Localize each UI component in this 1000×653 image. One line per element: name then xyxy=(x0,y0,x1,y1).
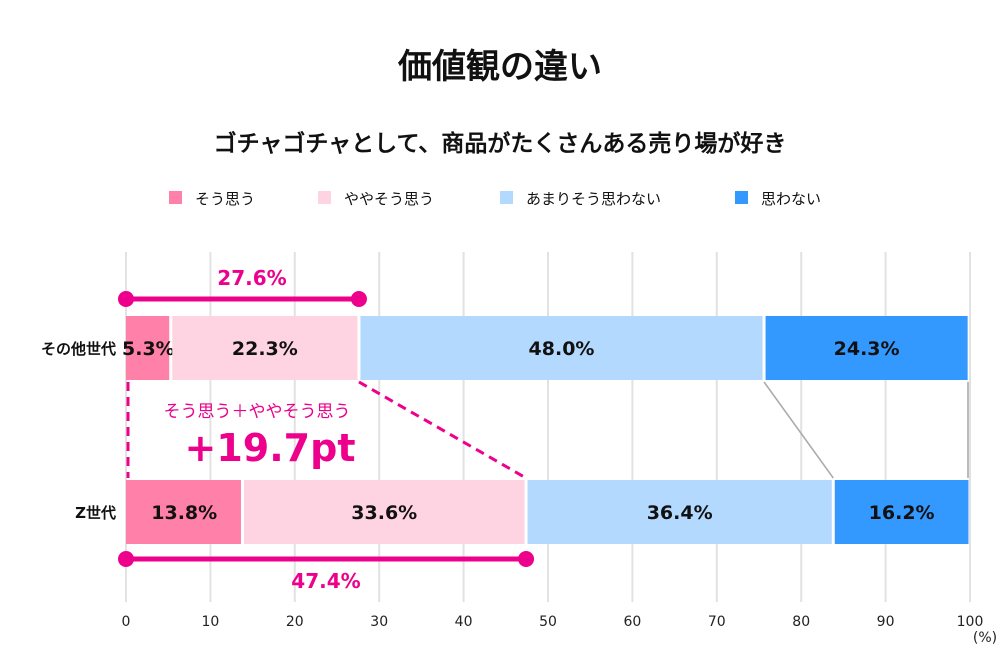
sum-z-label: 47.4% xyxy=(291,569,360,593)
data-label: 48.0% xyxy=(529,338,595,360)
bar-segment xyxy=(126,316,170,380)
category-label: その他世代 xyxy=(41,340,116,358)
legend-label: 思わない xyxy=(761,190,821,208)
diff-caption: そう思う＋ややそう思う xyxy=(164,402,351,422)
data-label: 22.3% xyxy=(232,338,298,360)
legend-swatch xyxy=(500,191,513,204)
chart-title: 価値観の違い xyxy=(397,47,602,87)
x-tick-label: 80 xyxy=(792,614,810,630)
bar-segment xyxy=(527,480,832,544)
annotations: 27.6% 47.4% そう思う＋ややそう思う +19.7pt xyxy=(118,266,535,593)
legend-label: そう思う xyxy=(195,190,255,208)
bracket-end-dot xyxy=(518,551,535,567)
data-label: 33.6% xyxy=(351,502,417,524)
bar-segment xyxy=(243,480,525,544)
category-label: Z世代 xyxy=(75,504,116,522)
data-label: 24.3% xyxy=(834,338,900,360)
x-tick-label: 20 xyxy=(286,614,304,630)
legend: そう思う ややそう思う あまりそう思わない 思わない xyxy=(169,190,821,208)
x-tick-label: 0 xyxy=(122,614,131,630)
x-tick-label: 10 xyxy=(201,614,219,630)
x-axis-unit: (%) xyxy=(973,630,997,646)
legend-swatch xyxy=(735,191,748,204)
bar-segment xyxy=(834,480,969,544)
sum-other-label: 27.6% xyxy=(217,266,286,290)
legend-label: ややそう思う xyxy=(344,190,434,208)
x-tick-label: 40 xyxy=(455,614,473,630)
data-label: 5.3% xyxy=(122,338,175,360)
bracket-end-dot xyxy=(118,291,134,307)
x-tick-label: 100 xyxy=(957,614,984,630)
diff-value: +19.7pt xyxy=(185,426,356,470)
data-label: 16.2% xyxy=(869,502,935,524)
bar-segment xyxy=(126,480,241,544)
dashed-connector xyxy=(358,380,527,480)
data-label: 13.8% xyxy=(151,502,217,524)
gray-connector xyxy=(763,381,834,479)
bars: その他世代 5.3% 22.3% 48.0% 24.3% Z世代 13.8% 33.6% 36.… xyxy=(41,316,969,544)
bar-segment xyxy=(360,316,763,380)
legend-swatch xyxy=(318,191,331,204)
data-label: 36.4% xyxy=(647,502,713,524)
connector-lines xyxy=(126,380,969,480)
bar-segment xyxy=(765,316,968,380)
x-tick-label: 60 xyxy=(623,614,641,630)
x-tick-label: 70 xyxy=(708,614,726,630)
bracket-end-dot xyxy=(350,291,367,307)
x-tick-label: 30 xyxy=(370,614,388,630)
chart-subtitle: ゴチャゴチャとして、商品がたくさんある売り場が好き xyxy=(214,130,787,157)
bar-segment xyxy=(172,316,358,380)
legend-swatch xyxy=(169,191,182,204)
bracket-end-dot xyxy=(118,551,134,567)
x-tick-label: 50 xyxy=(539,614,557,630)
x-axis-ticks: 0 10 20 30 40 50 60 70 80 90 100 xyxy=(122,614,984,630)
x-tick-label: 90 xyxy=(877,614,895,630)
legend-label: あまりそう思わない xyxy=(526,190,661,208)
